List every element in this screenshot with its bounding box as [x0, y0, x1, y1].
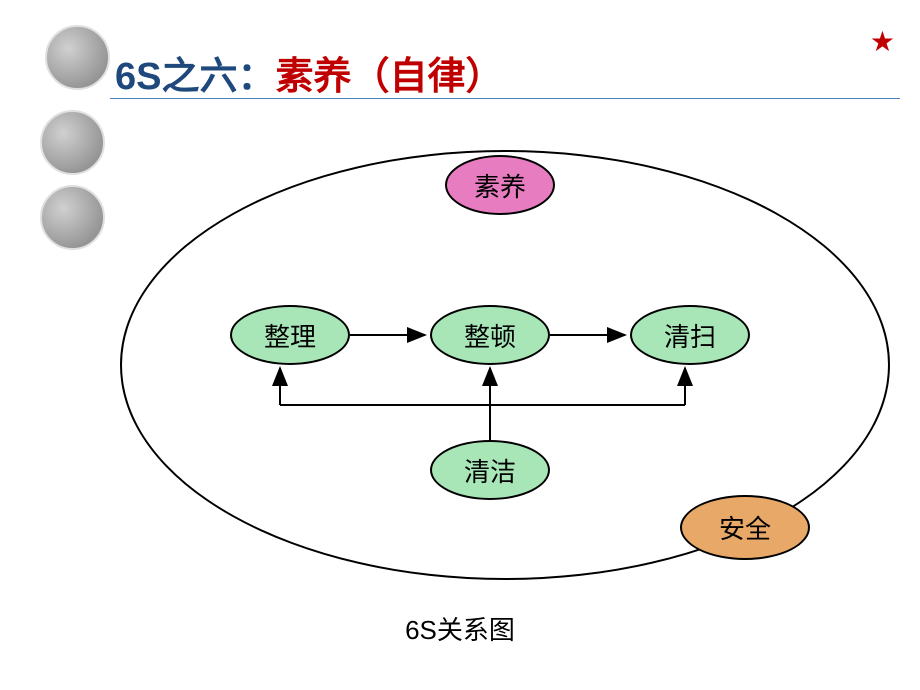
node-qingjie: 清洁: [430, 440, 550, 500]
node-zhengdun: 整顿: [430, 305, 550, 365]
node-qingsao: 清扫: [630, 305, 750, 365]
relationship-diagram: 素养整理 整顿 清扫清洁安全: [110, 120, 900, 600]
slide-title: 6S之六： 素养（自律）: [115, 45, 504, 100]
node-zhengli: 整理: [230, 305, 350, 365]
node-anquan: 安全: [680, 495, 810, 560]
star-icon: ★: [870, 25, 895, 58]
decor-circle-2: [40, 110, 105, 175]
node-suyang: 素养: [445, 155, 555, 215]
decor-circle-1: [45, 25, 110, 90]
title-underline: [110, 98, 900, 99]
title-prefix: 6S之六：: [115, 45, 275, 100]
diagram-caption: 6S关系图: [0, 610, 920, 647]
decor-circle-3: [40, 185, 105, 250]
title-main: 素养（自律）: [275, 45, 503, 100]
